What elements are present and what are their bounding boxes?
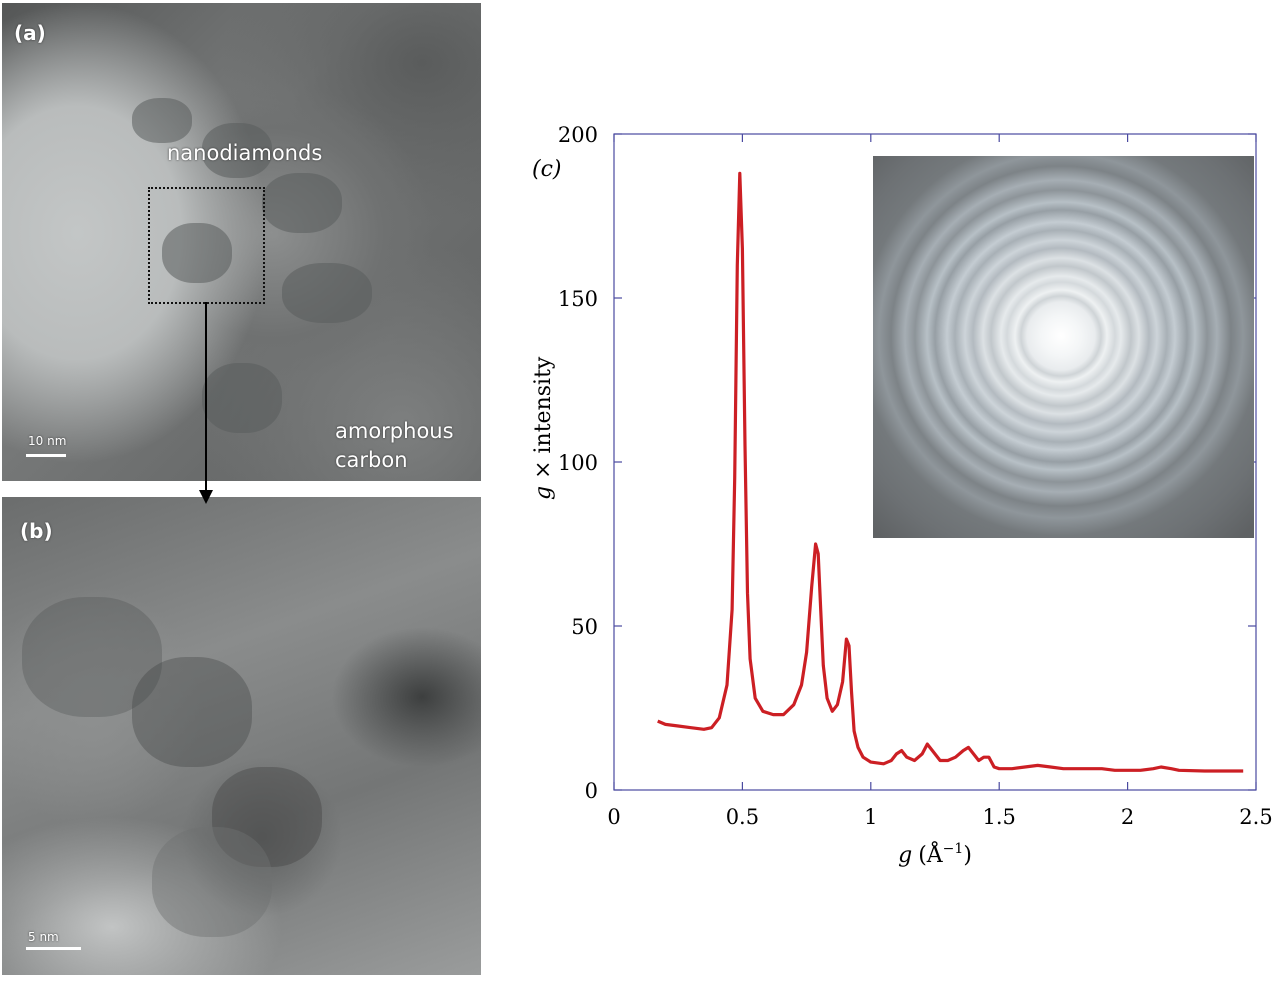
y-axis-label: g × intensity (531, 356, 556, 500)
tem-image-panel-a: (a) nanodiamonds amorphous carbon 10 nm (2, 3, 481, 481)
y-tick-label: 150 (558, 287, 598, 311)
zoom-arrow-line (205, 302, 207, 492)
nanoparticle (152, 827, 272, 937)
y-tick-labels: 0 50 100 150 200 (558, 123, 598, 803)
diffraction-pattern-inset (873, 156, 1254, 538)
nanoparticle-cluster (262, 173, 342, 233)
scale-bar-label-b: 5 nm (28, 930, 59, 944)
amorphous-carbon-annotation-line2: carbon (335, 448, 408, 472)
y-tick-label: 0 (585, 779, 598, 803)
panel-label-c: (c) (532, 157, 562, 182)
x-tick-labels: 0 0.5 1 1.5 2 2.5 (607, 805, 1272, 829)
nanodiamonds-annotation: nanodiamonds (167, 141, 323, 165)
zoom-arrow-head (199, 490, 213, 504)
nanoparticle-cluster (202, 123, 272, 178)
nanoparticle-cluster (132, 98, 192, 143)
x-tick-label: 2.5 (1239, 805, 1272, 829)
x-tick-label: 1 (864, 805, 877, 829)
x-tick-label: 0 (607, 805, 620, 829)
nanoparticle (212, 767, 322, 867)
x-tick-label: 2 (1121, 805, 1134, 829)
nanoparticle-cluster (162, 223, 232, 283)
scale-bar-label-a: 10 nm (28, 434, 67, 448)
x-tick-label: 1.5 (982, 805, 1015, 829)
nanoparticle (132, 657, 252, 767)
y-tick-label: 50 (571, 615, 598, 639)
nanoparticle (22, 597, 162, 717)
x-axis-label: g (Å−1) (898, 840, 972, 868)
y-tick-label: 100 (558, 451, 598, 475)
series-line-intensity (657, 171, 1244, 773)
y-tick-label: 200 (558, 123, 598, 147)
x-tick-label: 0.5 (726, 805, 759, 829)
nanoparticle-cluster (202, 363, 282, 433)
panel-label-b: (b) (20, 519, 53, 543)
scale-bar-a (26, 454, 66, 457)
scale-bar-b (26, 947, 81, 950)
nanoparticle-cluster (282, 263, 372, 323)
panel-label-a: (a) (14, 21, 46, 45)
axis-ticks (613, 133, 1257, 791)
amorphous-carbon-annotation-line1: amorphous (335, 419, 454, 443)
tem-image-panel-b: (b) 5 nm (2, 497, 481, 975)
